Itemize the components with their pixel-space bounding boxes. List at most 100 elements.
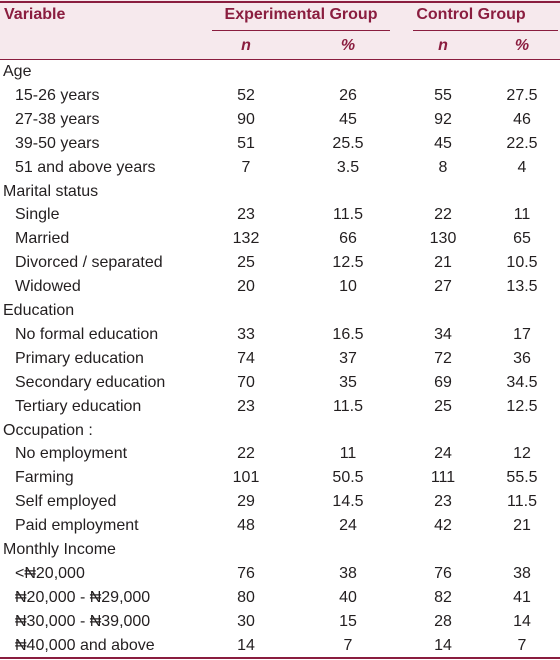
- table-cell: 11.5: [507, 493, 537, 511]
- table-cell: 35: [339, 373, 357, 391]
- table-cell: 111: [430, 469, 456, 487]
- table-cell: 11.5: [333, 206, 363, 224]
- table-cell: 23: [237, 397, 255, 415]
- row-label: Tertiary education: [15, 397, 142, 415]
- sub-header: n: [241, 37, 251, 54]
- table-cell: 23: [237, 206, 255, 224]
- table-cell: 90: [237, 110, 255, 128]
- row-label: Paid employment: [15, 517, 139, 535]
- section-label: Age: [3, 63, 32, 80]
- table-cell: 10.5: [506, 254, 538, 272]
- table-cell: 17: [513, 325, 531, 343]
- table-cell: 11: [513, 206, 531, 224]
- row-label: ₦20,000 - ₦29,000: [15, 588, 151, 606]
- table-cell: 26: [339, 86, 357, 104]
- bottom-rule: [0, 657, 560, 659]
- table-cell: 74: [237, 349, 255, 367]
- row-label: Farming: [15, 469, 74, 487]
- row-label: Secondary education: [15, 373, 166, 391]
- table-cell: 38: [513, 564, 531, 582]
- row-label: Single: [15, 206, 60, 224]
- table-cell: 7: [517, 636, 527, 654]
- sub-header: %: [340, 37, 356, 54]
- table-cell: 38: [339, 564, 357, 582]
- row-label: 27-38 years: [15, 110, 100, 128]
- table-cell: 4: [517, 158, 527, 176]
- table-cell: 65: [513, 230, 531, 248]
- table-cell: 55: [434, 86, 452, 104]
- table-cell: 30: [237, 612, 255, 630]
- table-cell: 14: [513, 612, 531, 630]
- table-cell: 34: [434, 325, 452, 343]
- table-cell: 21: [434, 254, 452, 272]
- table-cell: 45: [434, 134, 452, 152]
- table-cell: 14: [434, 636, 452, 654]
- table-cell: 7: [241, 158, 251, 176]
- row-label: 39-50 years: [15, 134, 100, 152]
- table-cell: 34.5: [506, 373, 538, 391]
- table-cell: 70: [237, 373, 255, 391]
- table-cell: 101: [232, 469, 260, 487]
- table-cell: 16.5: [332, 325, 364, 343]
- group-rule: [212, 30, 390, 31]
- table-cell: 12.5: [506, 397, 538, 415]
- table-cell: 76: [237, 564, 255, 582]
- table-cell: 46: [513, 110, 531, 128]
- table-cell: 27: [434, 278, 452, 296]
- row-label: <₦20,000: [15, 564, 85, 582]
- table-cell: 36: [513, 349, 531, 367]
- table-cell: 12.5: [332, 254, 364, 272]
- table-cell: 12: [513, 445, 531, 463]
- group-rule: [413, 30, 558, 31]
- table-cell: 25.5: [332, 134, 364, 152]
- table-cell: 8: [438, 158, 448, 176]
- table-cell: 41: [513, 588, 531, 606]
- table-cell: 22: [237, 445, 255, 463]
- row-label: 51 and above years: [15, 158, 156, 176]
- table-cell: 27.5: [506, 86, 538, 104]
- table-cell: 69: [434, 373, 452, 391]
- table-cell: 24: [434, 445, 452, 463]
- table-cell: 29: [237, 493, 255, 511]
- table-cell: 37: [339, 349, 357, 367]
- row-label: No employment: [15, 445, 128, 463]
- table-cell: 22.5: [506, 134, 538, 152]
- section-label: Education: [3, 302, 75, 319]
- sub-header: n: [438, 37, 448, 54]
- group-header: Control Group: [416, 6, 526, 23]
- table-cell: 42: [434, 517, 452, 535]
- table-cell: 3.5: [336, 158, 360, 176]
- table-cell: 22: [434, 206, 452, 224]
- row-label: Widowed: [15, 278, 81, 296]
- sub-header: %: [514, 37, 530, 54]
- table-cell: 14.5: [332, 493, 364, 511]
- top-rule: [0, 1, 560, 3]
- row-label: Divorced / separated: [15, 254, 163, 272]
- table-cell: 66: [339, 230, 357, 248]
- table-cell: 21: [513, 517, 531, 535]
- row-label: Primary education: [15, 349, 144, 367]
- table-cell: 48: [237, 517, 255, 535]
- table-cell: 24: [339, 517, 357, 535]
- table-cell: 80: [237, 588, 255, 606]
- table-cell: 23: [434, 493, 452, 511]
- table-cell: 92: [434, 110, 452, 128]
- group-header: Experimental Group: [224, 6, 378, 23]
- table-cell: 15: [339, 612, 357, 630]
- table-cell: 76: [434, 564, 452, 582]
- table-cell: 51: [237, 134, 255, 152]
- row-label: No formal education: [15, 325, 159, 343]
- row-label: ₦30,000 - ₦39,000: [15, 612, 151, 630]
- table-cell: 10: [339, 278, 357, 296]
- row-label: 15-26 years: [15, 86, 100, 104]
- row-label: Self employed: [15, 493, 117, 511]
- table-cell: 13.5: [506, 278, 538, 296]
- table-cell: 33: [237, 325, 255, 343]
- table-cell: 20: [237, 278, 255, 296]
- table-cell: 25: [434, 397, 452, 415]
- table-cell: 28: [434, 612, 452, 630]
- table-cell: 130: [429, 230, 457, 248]
- table-cell: 72: [434, 349, 452, 367]
- table-cell: 25: [237, 254, 255, 272]
